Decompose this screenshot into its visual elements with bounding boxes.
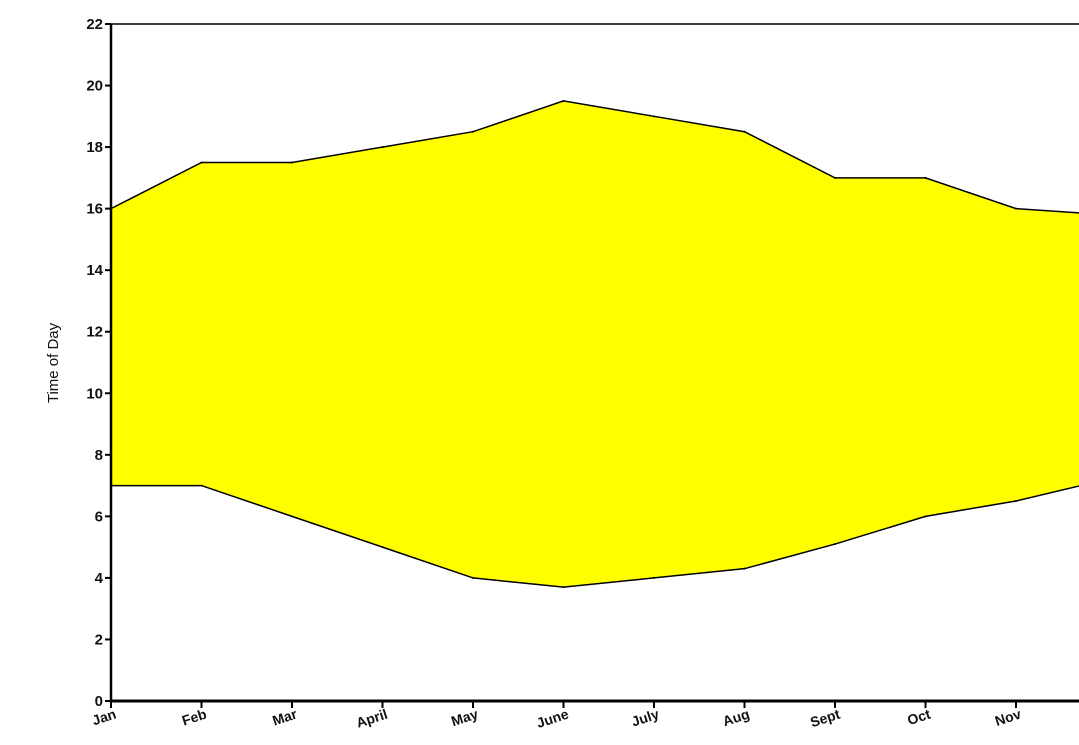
x-axis: JanFebMarAprilMayJuneJulyAugSeptOctNovDe… — [90, 699, 1079, 731]
lower-point-mar — [291, 515, 293, 518]
lower-point-aug — [743, 567, 746, 570]
upper-point-aug — [743, 130, 746, 133]
y-tick-label-18: 18 — [86, 139, 103, 156]
x-tick-label-sept: Sept — [808, 706, 842, 731]
x-tick-label-april: April — [354, 706, 389, 731]
lower-point-july — [653, 576, 655, 579]
y-tick-label-2: 2 — [95, 631, 103, 648]
upper-point-feb — [200, 161, 203, 164]
x-tick-label-nov: Nov — [993, 706, 1023, 729]
x-tick-label-feb: Feb — [180, 706, 209, 729]
upper-point-sept — [834, 176, 836, 179]
lower-point-sept — [834, 543, 836, 546]
y-axis-title: Time of Day — [45, 322, 62, 403]
x-tick-label-aug: Aug — [721, 706, 752, 730]
upper-boundary-line — [110, 100, 1079, 214]
x-tick-label-jan: Jan — [90, 706, 118, 729]
upper-point-oct — [924, 176, 927, 179]
upper-point-may — [472, 130, 474, 133]
lower-point-feb — [200, 484, 203, 487]
upper-point-july — [653, 115, 655, 118]
y-tick-label-4: 4 — [95, 570, 104, 587]
daylight-band — [111, 100, 1079, 588]
y-tick-label-20: 20 — [86, 78, 103, 95]
lower-point-may — [472, 576, 474, 579]
upper-point-mar — [291, 161, 293, 164]
y-axis: 0 2 4 6 8 10 12 14 16 18 20 22 — [86, 16, 113, 710]
lower-point-nov — [1015, 499, 1017, 502]
x-tick-label-june: June — [534, 706, 570, 731]
y-tick-label-12: 12 — [86, 324, 103, 341]
plot-area — [110, 23, 1079, 589]
y-tick-label-0: 0 — [95, 693, 103, 710]
y-tick-label-14: 14 — [86, 262, 103, 279]
lower-point-june — [562, 586, 565, 589]
upper-point-june — [562, 99, 565, 102]
y-tick-label-16: 16 — [86, 201, 103, 218]
upper-point-april — [381, 146, 384, 149]
x-tick-label-oct: Oct — [905, 706, 932, 729]
y-tick-label-8: 8 — [95, 447, 103, 464]
lower-point-oct — [924, 515, 927, 518]
upper-point-nov — [1015, 207, 1017, 210]
x-tick-label-july: July — [629, 706, 661, 730]
x-tick-label-mar: Mar — [270, 705, 299, 728]
lower-point-april — [381, 546, 384, 549]
lower-boundary-line — [111, 484, 1079, 588]
y-tick-label-6: 6 — [95, 508, 103, 525]
y-tick-label-22: 22 — [86, 16, 103, 33]
x-tick-label-may: May — [449, 706, 480, 730]
y-tick-label-10: 10 — [86, 385, 103, 402]
